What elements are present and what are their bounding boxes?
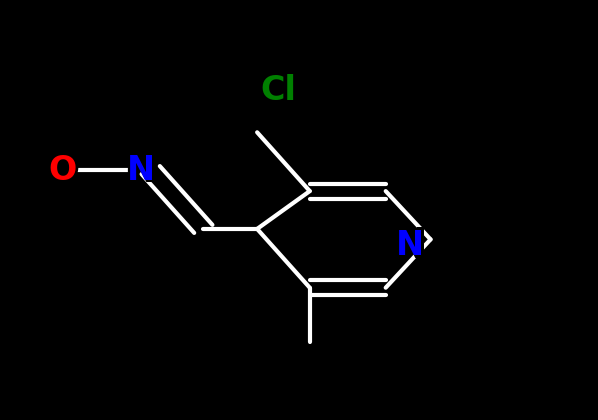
Text: N: N — [123, 149, 158, 191]
Text: N: N — [392, 225, 427, 267]
Text: Cl: Cl — [260, 74, 296, 107]
Text: O: O — [45, 149, 81, 191]
Text: Cl: Cl — [255, 69, 301, 111]
Text: N: N — [126, 154, 155, 186]
Text: N: N — [395, 229, 424, 262]
Text: O: O — [48, 154, 77, 186]
